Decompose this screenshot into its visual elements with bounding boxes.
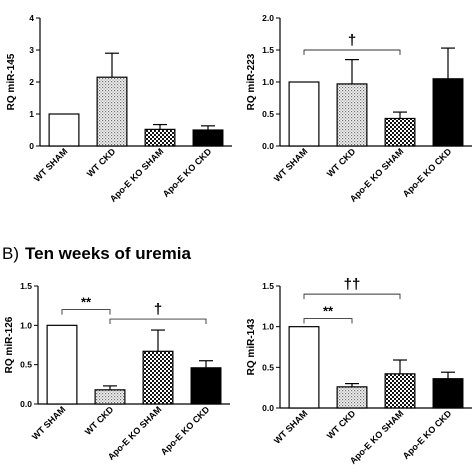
section-b-letter: B) <box>2 244 19 263</box>
y-tick-label: 2.0 <box>262 13 274 23</box>
significance-symbol: † <box>348 32 356 49</box>
bar <box>192 129 224 147</box>
y-tick-label: 0.5 <box>20 360 32 370</box>
x-tick-label: Apo-E KO CKD <box>401 146 454 199</box>
significance-bracket <box>303 49 401 55</box>
x-tick-label: Apo-E KO CKD <box>401 408 454 461</box>
y-tick-label: 0.5 <box>262 109 274 119</box>
y-axis-label: RQ miR-143 <box>246 318 257 375</box>
x-tick-label: WT CKD <box>83 404 116 437</box>
y-tick-label: 0.0 <box>262 141 274 151</box>
bar <box>288 81 320 147</box>
bar <box>384 373 416 409</box>
significance-symbol: † <box>154 301 162 318</box>
x-tick-label: Apo-E KO SHAM <box>348 408 406 466</box>
y-tick-label: 1.5 <box>262 281 274 291</box>
y-tick-label: 2 <box>29 77 34 87</box>
significance-bracket <box>303 318 353 324</box>
bar <box>336 386 368 409</box>
significance-bracket <box>303 293 401 300</box>
x-tick-label: Apo-E KO SHAM <box>106 404 164 462</box>
x-tick-label: Apo-E KO SHAM <box>108 146 166 204</box>
bar <box>288 326 320 409</box>
x-tick-label: WT SHAM <box>32 146 69 183</box>
section-b-title: Ten weeks of uremia <box>25 244 191 263</box>
x-tick-label: Apo-E KO CKD <box>161 146 214 199</box>
y-tick-label: 3 <box>29 45 34 55</box>
bar <box>432 378 464 409</box>
y-tick-label: 4 <box>29 13 34 23</box>
y-tick-label: 1.5 <box>20 281 32 291</box>
x-tick-label: WT SHAM <box>272 408 309 445</box>
x-tick-label: WT SHAM <box>272 146 309 183</box>
y-axis-label: RQ miR-126 <box>4 316 15 373</box>
x-tick-label: Apo-E KO SHAM <box>348 146 406 204</box>
bar <box>46 324 78 405</box>
x-tick-label: WT CKD <box>325 408 358 441</box>
x-tick-label: WT SHAM <box>30 404 67 441</box>
significance-symbol: †† <box>344 276 361 293</box>
y-tick-label: 1.0 <box>20 320 32 330</box>
x-tick-label: WT CKD <box>325 146 358 179</box>
bar <box>190 367 222 405</box>
y-axis-label: RQ miR-145 <box>6 53 17 110</box>
bar <box>142 350 174 405</box>
y-axis-label: RQ miR-223 <box>246 53 257 110</box>
bar <box>48 113 80 147</box>
bar <box>336 83 368 147</box>
bar <box>432 78 464 147</box>
bar <box>94 389 126 405</box>
bar <box>144 128 176 147</box>
y-tick-label: 1.5 <box>262 45 274 55</box>
y-tick-label: 0.5 <box>262 362 274 372</box>
y-tick-label: 1 <box>29 109 34 119</box>
y-tick-label: 1.0 <box>262 322 274 332</box>
significance-bracket <box>109 318 207 325</box>
y-tick-label: 0.0 <box>262 403 274 413</box>
significance-symbol: ** <box>81 295 92 310</box>
x-tick-label: Apo-E KO CKD <box>159 404 212 457</box>
y-tick-label: 0 <box>29 141 34 151</box>
bar <box>96 76 128 147</box>
significance-symbol: ** <box>323 304 334 319</box>
bar <box>384 117 416 147</box>
section-b-heading: B) Ten weeks of uremia <box>2 244 191 264</box>
x-tick-label: WT CKD <box>85 146 118 179</box>
y-tick-label: 1.0 <box>262 77 274 87</box>
significance-bracket <box>61 309 111 315</box>
y-tick-label: 0.0 <box>20 399 32 409</box>
